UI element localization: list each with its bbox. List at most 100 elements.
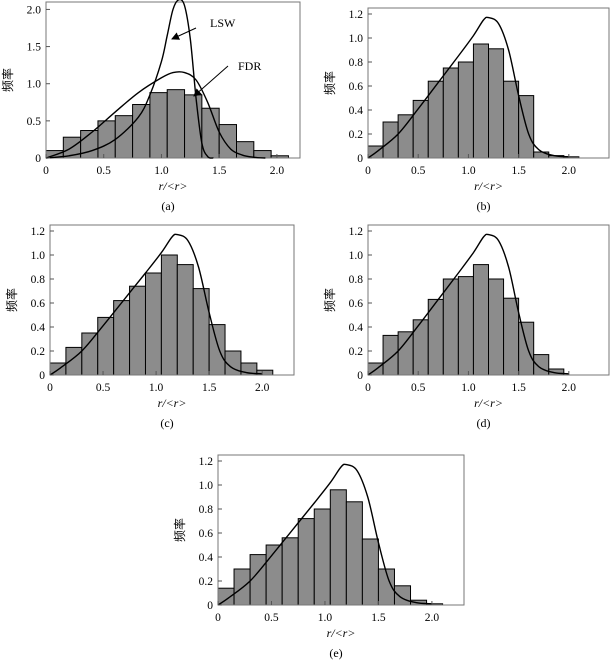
x-tick-label: 0.5 [264, 612, 279, 624]
y-axis-label: 频率 [322, 71, 337, 95]
x-axis-label: r/<r> [474, 179, 503, 193]
x-tick-label: 0.5 [411, 165, 426, 177]
chart-panel-d: 0 0.2 0.4 0.6 0.8 1.0 1.2 0 0.5 1.0 1.5 2.0 r/<r> 频率 (… [322, 224, 610, 430]
y-tick-label: 1.2 [349, 226, 364, 238]
panel-caption: (c) [160, 416, 173, 430]
x-tick-label: 1.0 [461, 382, 476, 394]
histogram-bar [345, 501, 363, 606]
x-tick-label: 1.5 [202, 382, 217, 394]
y-tick-label: 1.0 [27, 79, 42, 91]
y-tick-label: 0.2 [199, 576, 214, 588]
x-tick-label: 1.5 [511, 165, 526, 177]
y-axis-label: 频率 [322, 288, 337, 312]
y-tick-label: 1.2 [31, 226, 46, 238]
histogram-bar [329, 489, 347, 606]
y-tick-label: 0 [35, 153, 41, 165]
fit-curve-0 [367, 16, 569, 159]
y-tick-label: 0.8 [349, 57, 364, 69]
fit-curve-fdr [45, 71, 266, 159]
x-tick-label: 0.5 [411, 382, 426, 394]
x-tick-label: 0.5 [97, 165, 112, 177]
annotation-arrow [171, 27, 197, 40]
y-tick-label: 0.8 [199, 504, 214, 516]
y-tick-label: 0.4 [349, 322, 364, 334]
annotation-label-fdr: FDR [238, 59, 261, 73]
x-tick-label: 0 [215, 612, 221, 624]
histogram-bar [249, 554, 267, 606]
plot-frame [367, 7, 610, 159]
y-tick-label: 0 [207, 600, 213, 612]
panel-caption: (b) [477, 199, 491, 213]
y-axis-label: 频率 [172, 518, 187, 542]
annotation-arrow [193, 65, 229, 97]
plot-frame [367, 224, 610, 376]
plot-frame [49, 224, 295, 376]
y-tick-label: 1.0 [31, 250, 46, 262]
y-tick-label: 1.0 [199, 480, 214, 492]
y-tick-label: 0.6 [349, 298, 364, 310]
x-axis-label: r/<r> [327, 626, 356, 640]
x-tick-label: 0 [365, 165, 371, 177]
annotation-label-lsw: LSW [210, 16, 236, 30]
histogram-bar [233, 568, 251, 606]
y-tick-label: 0.5 [27, 116, 42, 128]
x-tick-label: 1.0 [154, 165, 169, 177]
x-tick-label: 2.0 [562, 382, 577, 394]
x-tick-label: 2.0 [255, 382, 270, 394]
y-tick-label: 0 [357, 370, 363, 382]
x-tick-label: 1.0 [461, 165, 476, 177]
y-tick-label: 1.5 [27, 42, 42, 54]
y-tick-label: 0.6 [31, 298, 46, 310]
y-tick-label: 0.4 [199, 552, 214, 564]
y-tick-label: 1.0 [349, 33, 364, 45]
y-tick-label: 1.2 [349, 9, 364, 21]
histogram-bar [297, 518, 315, 606]
x-tick-label: 1.5 [371, 612, 386, 624]
y-axis-label: 频率 [4, 288, 19, 312]
x-tick-label: 0.5 [96, 382, 111, 394]
fit-curve-0 [367, 233, 569, 376]
x-tick-label: 1.0 [318, 612, 333, 624]
chart-panel-b: 0 0.2 0.4 0.6 0.8 1.0 1.2 0 0.5 1.0 1.5 2.0 r/<r> 频率 (… [322, 7, 610, 213]
fit-curve-lsw [45, 0, 214, 159]
y-tick-label: 0.2 [349, 346, 364, 358]
y-tick-label: 1.2 [199, 456, 214, 468]
x-tick-label: 1.5 [212, 165, 227, 177]
x-tick-label: 2.0 [425, 612, 440, 624]
fit-curve-0 [217, 463, 432, 606]
y-tick-label: 0 [39, 370, 45, 382]
x-axis-label: r/<r> [159, 179, 188, 193]
y-tick-label: 2.0 [27, 4, 42, 16]
fit-curve-0 [49, 233, 263, 376]
x-axis-label: r/<r> [158, 396, 187, 410]
y-tick-label: 0.8 [31, 274, 46, 286]
y-tick-label: 0.2 [31, 346, 46, 358]
histogram-bar [313, 508, 331, 606]
histogram-bar [265, 544, 283, 606]
x-tick-label: 0 [43, 165, 49, 177]
y-tick-label: 0.4 [31, 322, 46, 334]
panel-caption: (e) [329, 646, 342, 660]
x-tick-label: 0 [365, 382, 371, 394]
histogram-bar [393, 585, 412, 606]
y-tick-label: 0.6 [349, 81, 364, 93]
histogram-bar [281, 537, 299, 606]
histogram-bar [361, 538, 379, 606]
y-tick-label: 0.4 [349, 105, 364, 117]
panel-caption: (a) [161, 199, 174, 213]
chart-panel-a: 0 0.5 1.0 1.5 2.0 0 0.5 1.0 1.5 2.0 r/<r> 频率 (a) LSW F… [0, 0, 301, 213]
y-tick-label: 1.0 [349, 250, 364, 262]
histogram-bar [217, 587, 235, 606]
x-tick-label: 2.0 [270, 165, 285, 177]
y-tick-label: 0.6 [199, 528, 214, 540]
panel-caption: (d) [477, 416, 491, 430]
y-axis-label: 频率 [0, 68, 15, 92]
x-tick-label: 1.5 [511, 382, 526, 394]
plot-frame [217, 454, 465, 606]
x-axis-label: r/<r> [474, 396, 503, 410]
y-tick-label: 0.8 [349, 274, 364, 286]
y-tick-label: 0 [357, 153, 363, 165]
x-tick-label: 2.0 [562, 165, 577, 177]
plot-frame [45, 1, 301, 159]
